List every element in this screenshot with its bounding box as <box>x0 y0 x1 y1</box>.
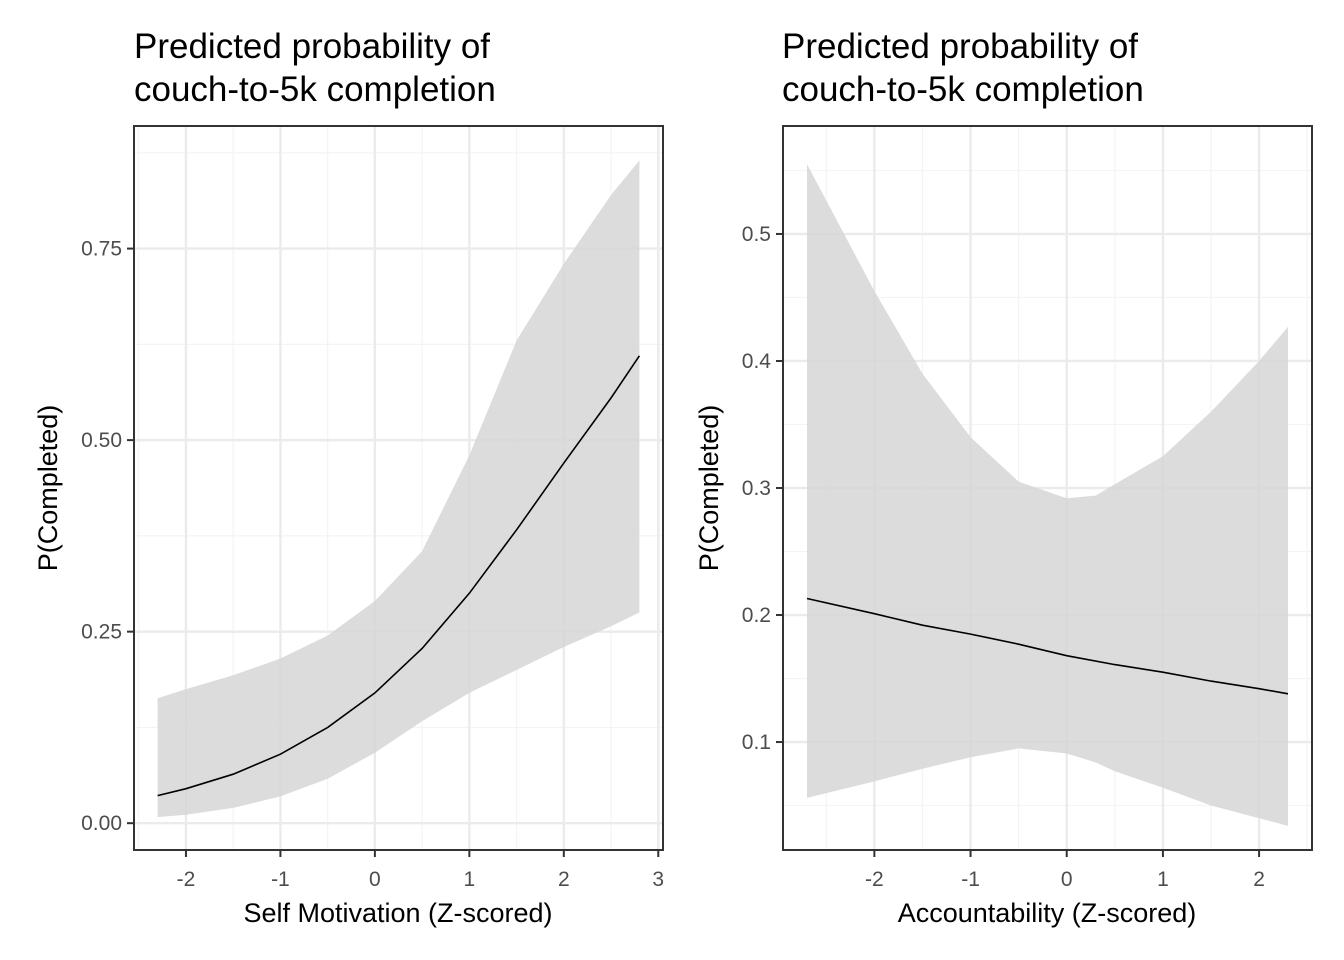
y-tick-label: 0.25 <box>81 621 122 644</box>
panel-self-motivation: Predicted probability of couch-to-5k com… <box>33 27 664 928</box>
panel-accountability: Predicted probability of couch-to-5k com… <box>694 27 1313 928</box>
panel-1-border <box>133 125 664 851</box>
panel-2-ribbon-layer <box>807 164 1288 826</box>
y-tick-label: 0.3 <box>742 477 771 500</box>
x-tick-label: 0 <box>369 868 381 891</box>
x-tick-label: -2 <box>177 868 196 891</box>
panel-1-title-line-1: Predicted probability of <box>134 27 490 66</box>
y-tick-label: 0.75 <box>81 238 122 261</box>
panel-2-title-line-2: couch-to-5k completion <box>782 70 1144 109</box>
panel-1-y-axis-label: P(Completed) <box>33 405 63 572</box>
panel-2-title-line-1: Predicted probability of <box>782 27 1138 66</box>
panel-1-x-axis: -2 -1 0 1 2 3 <box>177 850 664 891</box>
panel-1-x-axis-label: Self Motivation (Z-scored) <box>243 898 552 928</box>
panel-2-y-axis-label: P(Completed) <box>694 405 724 572</box>
confidence-ribbon <box>807 164 1288 826</box>
panel-1-ribbon-layer <box>157 160 640 818</box>
panel-2-y-axis: 0.1 0.2 0.3 0.4 0.5 <box>742 223 783 754</box>
panel-1-title-line-2: couch-to-5k completion <box>134 70 496 109</box>
y-tick-label: 0.1 <box>742 731 771 754</box>
x-tick-label: -1 <box>271 868 290 891</box>
x-tick-label: 1 <box>1157 868 1169 891</box>
fit-line <box>157 355 641 797</box>
x-tick-label: 1 <box>464 868 476 891</box>
y-tick-label: 0.4 <box>742 350 772 373</box>
panel-1-y-axis: 0.00 0.25 0.50 0.75 <box>81 238 134 835</box>
x-tick-label: 2 <box>558 868 570 891</box>
y-tick-label: 0.2 <box>742 604 771 627</box>
x-tick-label: 2 <box>1253 868 1265 891</box>
x-tick-label: -2 <box>865 868 884 891</box>
panel-1-line-layer <box>157 355 641 797</box>
y-tick-label: 0.50 <box>81 429 122 452</box>
y-tick-label: 0.5 <box>742 223 771 246</box>
x-tick-label: -1 <box>961 868 980 891</box>
y-tick-label: 0.00 <box>81 812 122 835</box>
panel-2-x-axis-label: Accountability (Z-scored) <box>898 898 1197 928</box>
panel-2-x-axis: -2 -1 0 1 2 <box>865 850 1265 891</box>
fit-line <box>806 597 1289 695</box>
panel-2-line-layer <box>806 597 1289 695</box>
x-tick-label: 0 <box>1061 868 1073 891</box>
x-tick-label: 3 <box>652 868 664 891</box>
confidence-ribbon <box>157 160 640 818</box>
